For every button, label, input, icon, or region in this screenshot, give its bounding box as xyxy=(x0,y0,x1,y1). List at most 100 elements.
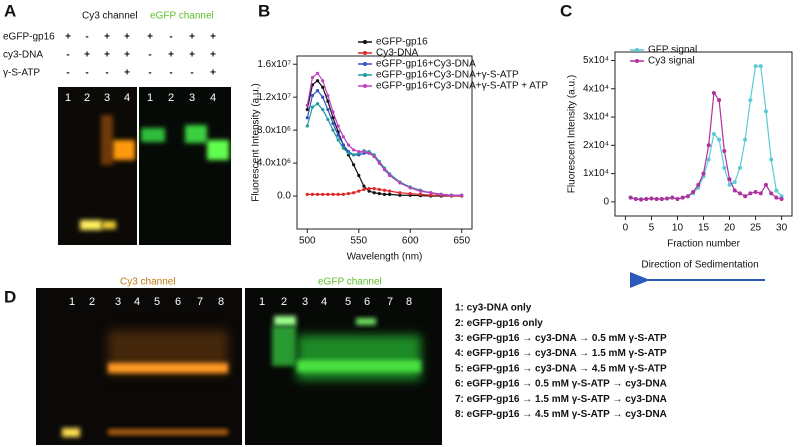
lane-number: 4 xyxy=(210,92,216,104)
sign: + xyxy=(210,50,216,61)
data-point xyxy=(331,110,335,114)
x-tick-label: 550 xyxy=(350,236,367,247)
data-point xyxy=(326,93,330,98)
plot-frame xyxy=(296,55,473,230)
data-point xyxy=(377,187,381,192)
data-point xyxy=(321,192,325,196)
data-point xyxy=(377,161,381,165)
data-point xyxy=(732,180,737,185)
channel-label: Cy3 channel xyxy=(82,11,138,22)
lane-number: 3 xyxy=(302,296,308,308)
data-point xyxy=(398,191,402,195)
x-tick-label: 30 xyxy=(776,223,788,234)
legend-line: 2: eGFP-gp16 only xyxy=(455,318,543,329)
data-point xyxy=(372,187,376,191)
data-point xyxy=(644,197,649,202)
lane-number: 8 xyxy=(218,296,224,308)
data-point xyxy=(763,182,768,187)
data-point xyxy=(372,154,376,159)
data-point xyxy=(691,189,696,194)
data-point xyxy=(727,182,732,187)
data-point xyxy=(722,148,727,153)
series-line xyxy=(630,91,782,201)
legend-marker xyxy=(635,48,639,52)
data-point xyxy=(310,105,315,109)
sign: + xyxy=(65,32,71,43)
row-label: eGFP-gp16 xyxy=(3,32,55,43)
data-point xyxy=(336,124,340,128)
sign: + xyxy=(84,50,90,61)
y-tick-label: 8.0x10⁶ xyxy=(257,125,291,136)
data-point xyxy=(341,192,345,196)
data-point xyxy=(711,91,716,95)
legend-label: eGFP-gp16+Cy3-DNA xyxy=(376,59,476,70)
data-point xyxy=(743,137,748,142)
lane-number: 4 xyxy=(134,296,140,308)
y-tick-label: 0.0 xyxy=(277,191,291,202)
data-point xyxy=(315,89,320,93)
legend-marker xyxy=(363,73,367,77)
data-point xyxy=(654,197,659,202)
panel-letter: D xyxy=(4,287,16,306)
legend-marker xyxy=(363,51,367,55)
y-tick-label: 3x10⁴ xyxy=(583,112,609,123)
data-point xyxy=(628,195,633,200)
lane-number: 4 xyxy=(124,92,130,104)
lane-number: 5 xyxy=(154,296,160,308)
data-point xyxy=(706,143,711,148)
data-point xyxy=(336,133,340,137)
data-point xyxy=(408,191,412,196)
sign: - xyxy=(169,32,172,43)
data-point xyxy=(758,64,763,69)
data-point xyxy=(388,173,392,178)
data-point xyxy=(367,189,371,193)
sign: + xyxy=(189,50,195,61)
data-point xyxy=(408,186,412,190)
data-point xyxy=(388,189,392,193)
legend-marker xyxy=(635,59,639,63)
lane-number: 8 xyxy=(406,296,412,308)
series-line xyxy=(306,72,462,196)
data-point xyxy=(377,191,381,196)
data-point xyxy=(743,194,748,199)
data-point xyxy=(418,192,423,196)
data-point xyxy=(362,184,366,188)
series-line xyxy=(306,102,462,196)
lane-number: 6 xyxy=(175,296,181,308)
data-point xyxy=(352,148,356,152)
annotation: Direction of Sedimentation xyxy=(641,260,758,271)
data-point xyxy=(352,191,356,195)
data-point xyxy=(774,188,779,193)
data-point xyxy=(382,188,387,192)
data-point xyxy=(680,195,685,200)
series-line xyxy=(306,89,462,196)
lane-number: 1 xyxy=(69,296,75,308)
data-point xyxy=(722,165,727,170)
data-point xyxy=(418,189,423,193)
x-tick-label: 0 xyxy=(623,223,629,234)
legend-label: Cy3 signal xyxy=(648,56,695,67)
data-point xyxy=(774,195,779,200)
legend-marker xyxy=(363,40,367,44)
legend-line: 6: eGFP-gp16 → 0.5 mM γ-S-ATP → cy3-DNA xyxy=(455,379,667,390)
data-point xyxy=(310,75,315,80)
sign: + xyxy=(104,50,110,61)
x-tick-label: 650 xyxy=(453,236,470,247)
data-point xyxy=(362,187,366,192)
lane-number: 3 xyxy=(104,92,110,104)
y-tick-label: 1.2x10⁷ xyxy=(257,92,291,103)
data-point xyxy=(763,109,768,114)
data-point xyxy=(758,191,763,196)
channel-label: eGFP channel xyxy=(318,277,382,288)
sign: - xyxy=(105,68,108,79)
y-tick-label: 4.0x10⁶ xyxy=(257,158,291,169)
series-line xyxy=(630,65,783,200)
gel-a xyxy=(58,87,231,245)
data-point xyxy=(321,107,325,112)
data-point xyxy=(362,149,366,154)
data-point xyxy=(315,192,320,196)
data-point xyxy=(341,146,345,150)
data-point xyxy=(779,197,784,202)
data-point xyxy=(305,107,309,112)
data-point xyxy=(779,194,784,199)
